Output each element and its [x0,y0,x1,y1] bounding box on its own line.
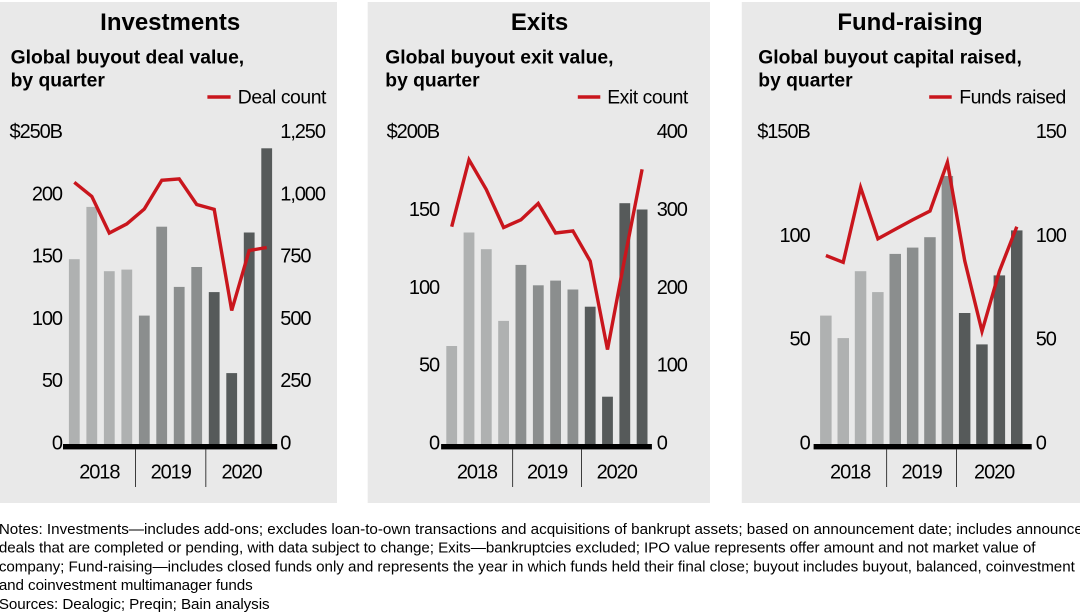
svg-text:100: 100 [780,225,811,247]
svg-text:0: 0 [657,432,668,454]
svg-text:150: 150 [1036,121,1067,143]
svg-text:2018: 2018 [830,462,871,484]
svg-text:Global buyout capital raised,: Global buyout capital raised, [758,47,1022,68]
svg-text:Deal count: Deal count [238,86,327,108]
svg-text:50: 50 [790,329,811,351]
svg-text:250: 250 [280,370,311,392]
svg-text:300: 300 [657,199,688,221]
svg-text:by quarter: by quarter [11,70,106,91]
svg-text:0: 0 [280,432,291,454]
svg-text:400: 400 [657,121,688,143]
svg-text:200: 200 [32,183,63,205]
svg-text:2019: 2019 [902,462,943,484]
svg-text:$250B: $250B [10,121,63,143]
svg-text:2019: 2019 [527,462,568,484]
svg-text:100: 100 [1036,225,1067,247]
svg-text:by quarter: by quarter [385,70,480,91]
svg-text:and coinvestment multimanager: and coinvestment multimanager funds [0,577,253,594]
svg-text:100: 100 [409,277,440,299]
svg-text:Sources: Dealogic; Preqin; Bai: Sources: Dealogic; Preqin; Bain analysis [0,596,270,612]
svg-text:50: 50 [42,370,63,392]
svg-text:$200B: $200B [387,121,440,143]
svg-text:0: 0 [1036,432,1047,454]
svg-text:deals that are completed or pe: deals that are completed or pending, wit… [0,540,1036,557]
svg-text:Exits: Exits [511,9,568,36]
svg-text:Funds raised: Funds raised [959,86,1066,108]
svg-text:Fund-raising: Fund-raising [837,9,982,36]
svg-text:750: 750 [280,246,311,268]
svg-text:150: 150 [32,246,63,268]
svg-text:0: 0 [429,432,440,454]
svg-text:50: 50 [1036,329,1057,351]
svg-text:100: 100 [657,355,688,377]
svg-text:0: 0 [52,432,63,454]
svg-text:100: 100 [32,308,63,330]
svg-text:2018: 2018 [79,462,120,484]
svg-text:Global buyout exit value,: Global buyout exit value, [385,47,613,68]
svg-text:$150B: $150B [757,121,810,143]
svg-text:1,250: 1,250 [280,121,326,143]
svg-text:Exit count: Exit count [607,86,689,108]
svg-text:2020: 2020 [974,462,1015,484]
svg-text:150: 150 [409,199,440,221]
svg-text:1,000: 1,000 [280,183,326,205]
svg-text:50: 50 [419,355,440,377]
svg-text:company; Fund-raising—includes: company; Fund-raising—includes closed fu… [0,558,1076,575]
svg-text:by quarter: by quarter [758,70,853,91]
svg-text:Global buyout deal value,: Global buyout deal value, [11,47,245,68]
svg-text:2020: 2020 [221,462,262,484]
svg-text:Notes: Investments—includes ad: Notes: Investments—includes add-ons; exc… [0,521,1080,538]
svg-text:500: 500 [280,308,311,330]
svg-text:2018: 2018 [457,462,498,484]
svg-text:2019: 2019 [151,462,192,484]
svg-text:200: 200 [657,277,688,299]
svg-text:Investments: Investments [100,9,240,36]
svg-text:2020: 2020 [597,462,638,484]
svg-text:0: 0 [800,432,811,454]
